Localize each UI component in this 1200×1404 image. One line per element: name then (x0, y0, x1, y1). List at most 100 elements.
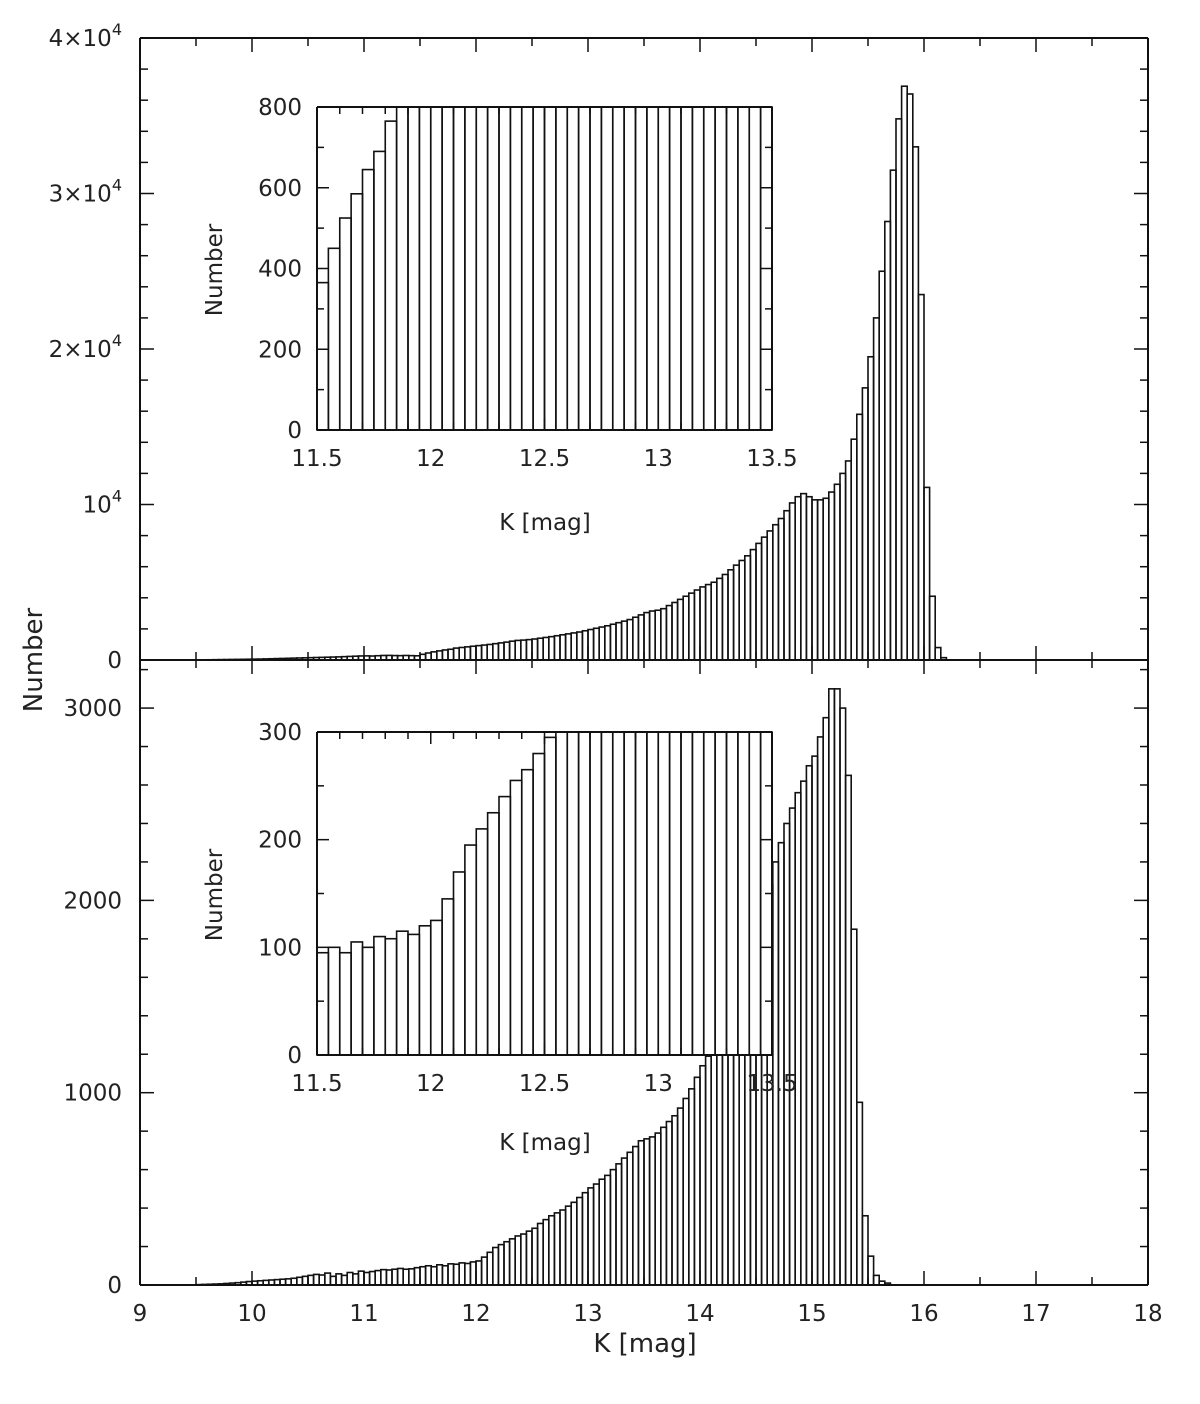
top-main-bar (609, 623, 617, 661)
bottom-main-bar (637, 1139, 645, 1286)
top-inset-x-tick-label: 13.5 (746, 446, 797, 472)
bottom-main-bar (827, 688, 836, 1286)
top-main-bar (665, 604, 673, 661)
bottom-main-bar (659, 1126, 668, 1286)
top-main-bar (928, 595, 936, 661)
bottom-inset-y-tick-label: 200 (258, 828, 302, 854)
bottom-main-bar (525, 1230, 533, 1286)
bottom-main-bar (626, 1151, 634, 1286)
top-main-bar (553, 634, 561, 661)
figure-x-axis-title: K [mag] (593, 1329, 696, 1359)
top-main-bar (654, 609, 662, 661)
bottom-main-bar (374, 1269, 382, 1286)
bottom-main-bar (609, 1168, 617, 1286)
top-inset-y-tick-label: 0 (287, 418, 302, 444)
top-main-bar (531, 638, 539, 661)
bottom-main-bar (357, 1270, 365, 1286)
bottom-main-bar (850, 928, 858, 1286)
bottom-main-bar (553, 1212, 561, 1286)
bottom-main-x-tick-label: 16 (909, 1301, 938, 1327)
top-main-bar (626, 618, 634, 661)
bottom-main-bar (318, 1274, 326, 1286)
top-main-bar (872, 317, 880, 661)
bottom-main-bar (687, 1088, 696, 1286)
top-main-bar (559, 634, 567, 661)
bottom-main-bar (570, 1201, 578, 1286)
top-main-bar (693, 589, 701, 661)
top-main-bar (676, 598, 684, 661)
top-main-bar (833, 483, 841, 661)
bottom-main-x-tick-label: 13 (573, 1301, 602, 1327)
bottom-main-bar (587, 1187, 595, 1286)
bottom-main-bar (430, 1265, 438, 1286)
top-main-bar (827, 491, 836, 661)
top-main-bar (755, 542, 763, 661)
top-main-bar (452, 647, 461, 661)
bottom-main-bar (329, 1275, 337, 1286)
bottom-main-bar (385, 1269, 393, 1286)
top-main-bar (547, 635, 556, 661)
bottom-inset-x-tick-label: 13.5 (746, 1071, 797, 1097)
bottom-main-bar (424, 1264, 433, 1286)
top-main-bar (598, 626, 606, 661)
bottom-main-bar (799, 780, 808, 1286)
bottom-inset-plot: 11.5 12 12.5 13 13.5 0 100 200 300 (258, 720, 798, 1097)
top-inset-plot: 11.5 12 12.5 13 13.5 0 200 400 600 800 (258, 95, 798, 472)
bottom-inset-x-tick-label: 12 (416, 1071, 445, 1097)
bottom-main-bar (396, 1267, 405, 1286)
top-main-bar (503, 641, 511, 661)
bottom-inset-y-axis-title: Number (202, 848, 228, 941)
top-main-bar (844, 460, 852, 661)
bottom-main-bar (379, 1268, 388, 1286)
top-main-bar (570, 632, 578, 661)
bottom-main-bar (441, 1264, 449, 1286)
top-main-bar (704, 583, 712, 661)
bottom-main-bar (665, 1120, 673, 1286)
bottom-inset-x-tick-label: 13 (644, 1071, 673, 1097)
bottom-main-bar (788, 807, 796, 1286)
bottom-inset-y-tick-label: 100 (258, 935, 302, 961)
top-inset-x-axis-title: K [mag] (499, 510, 590, 536)
top-main-bar (900, 85, 908, 661)
top-main-bar (648, 610, 656, 661)
top-main-y-tick-label: 3×104 (49, 176, 122, 208)
top-main-bar (643, 611, 651, 661)
top-main-bar (917, 293, 925, 661)
bottom-main-bar (671, 1114, 679, 1286)
top-main-bar (430, 651, 438, 661)
bottom-main-bar (402, 1268, 410, 1286)
bottom-main-bar (581, 1191, 589, 1286)
top-main-bar (536, 637, 544, 661)
top-main-bar (525, 638, 533, 661)
bottom-main-bar (475, 1260, 483, 1286)
top-main-bar (911, 146, 920, 661)
top-main-bar (743, 555, 752, 661)
top-main-bar (682, 595, 690, 661)
bottom-inset-x-axis-title: K [mag] (499, 1130, 590, 1156)
bottom-main-bar (805, 764, 813, 1286)
top-main-bar (592, 627, 600, 661)
top-main-bar (519, 639, 528, 661)
top-main-bar (447, 648, 455, 661)
bottom-main-y-tick-label: 0 (107, 1273, 122, 1299)
top-main-y-tick-label: 2×104 (49, 331, 122, 363)
bottom-main-x-tick-label: 10 (237, 1301, 266, 1327)
top-main-bar (923, 486, 931, 661)
bottom-main-bar (592, 1183, 600, 1286)
bottom-main-bar (508, 1238, 517, 1286)
top-main-bar (441, 649, 449, 661)
top-main-bar (491, 642, 500, 661)
top-main-bar (732, 564, 740, 661)
bottom-main-bar (710, 1053, 718, 1286)
top-main-bar (715, 577, 724, 661)
top-main-bar (906, 93, 914, 661)
bottom-main-x-tick-label: 18 (1133, 1301, 1162, 1327)
top-main-bar (805, 495, 813, 661)
bottom-main-bar (721, 1028, 729, 1286)
bottom-main-bar (844, 774, 852, 1286)
top-main-bar (794, 495, 802, 661)
top-main-bar (811, 499, 819, 661)
bottom-main-x-tick-label: 15 (797, 1301, 826, 1327)
top-main-bar (671, 601, 679, 661)
